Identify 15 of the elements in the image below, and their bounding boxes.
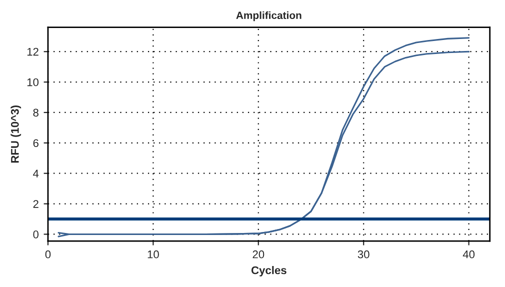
y-tick-label: 4: [33, 170, 39, 178]
x-tick-label: 40: [462, 250, 475, 258]
x-tick-label: 20: [252, 250, 264, 258]
y-axis-title: RFU (10^3): [10, 106, 22, 163]
y-tick-label: 0: [33, 230, 39, 238]
x-axis-title: Cycles: [251, 266, 286, 276]
y-tick-label: 2: [33, 200, 38, 208]
x-tick-label: 10: [148, 250, 159, 258]
y-tick-label: 6: [33, 139, 38, 148]
y-tick-label: 12: [27, 48, 38, 56]
y-tick-label: 8: [33, 108, 38, 117]
y-tick-label: 10: [27, 78, 39, 86]
x-tick-label: 0: [45, 250, 51, 258]
chart-title: Amplification: [236, 11, 302, 22]
x-tick-label: 30: [358, 250, 370, 258]
